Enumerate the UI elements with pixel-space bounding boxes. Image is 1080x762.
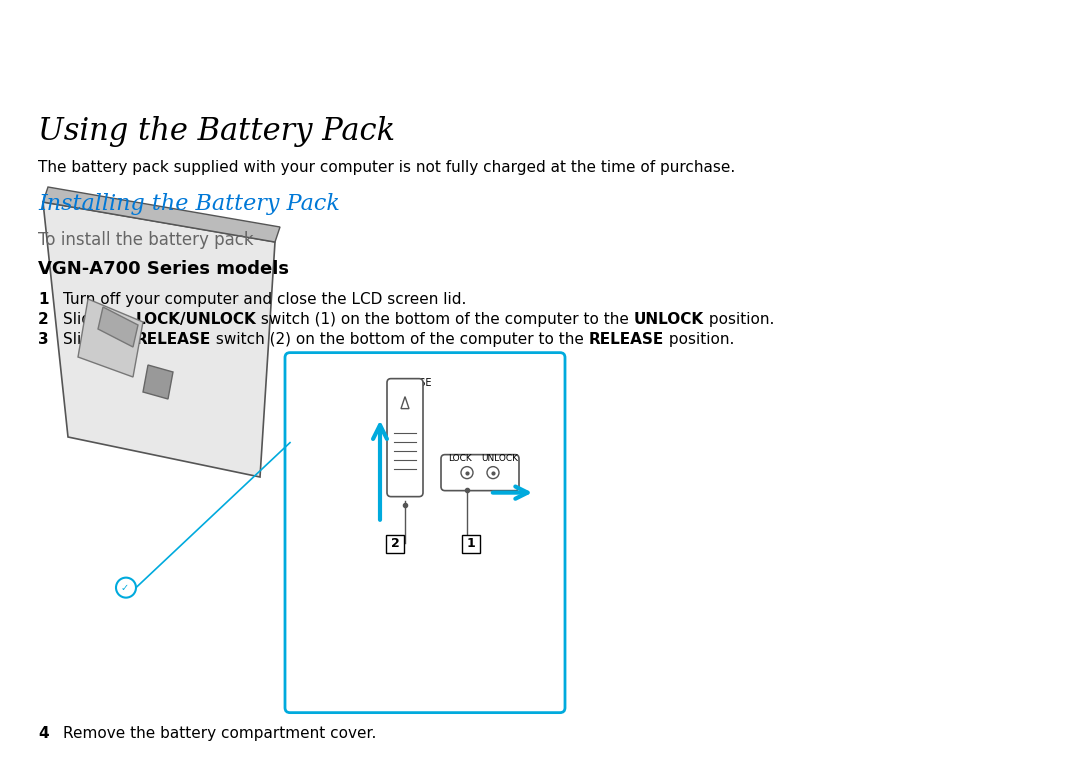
Polygon shape: [401, 397, 409, 408]
Text: switch (2) on the bottom of the computer to the: switch (2) on the bottom of the computer…: [211, 331, 589, 347]
Text: VAIO: VAIO: [43, 21, 148, 59]
Text: 4: 4: [38, 725, 49, 741]
Text: LOCK/UNLOCK: LOCK/UNLOCK: [135, 312, 256, 327]
Text: 26: 26: [1026, 38, 1048, 53]
Bar: [462, 535, 480, 552]
FancyBboxPatch shape: [441, 455, 519, 491]
Text: Using the Battery Pack: Using the Battery Pack: [38, 116, 395, 146]
Bar: [386, 535, 404, 552]
Text: RELEASE: RELEASE: [388, 378, 432, 388]
Text: RELEASE: RELEASE: [589, 331, 663, 347]
Text: LOCK: LOCK: [448, 453, 472, 463]
Text: VGN-A700 Series models: VGN-A700 Series models: [38, 260, 289, 277]
Text: 2: 2: [38, 312, 49, 327]
Text: 1: 1: [38, 292, 49, 306]
Text: 2: 2: [391, 537, 400, 550]
Polygon shape: [43, 187, 280, 242]
Polygon shape: [43, 202, 275, 477]
Text: 3: 3: [38, 331, 49, 347]
FancyBboxPatch shape: [387, 379, 423, 497]
Polygon shape: [98, 307, 138, 347]
Text: Slide the: Slide the: [63, 312, 135, 327]
Text: To install the battery pack: To install the battery pack: [38, 231, 254, 248]
Polygon shape: [78, 299, 143, 377]
Circle shape: [116, 578, 136, 597]
Text: Installing the Battery Pack: Installing the Battery Pack: [38, 193, 340, 215]
Text: ✓: ✓: [121, 583, 130, 593]
Text: 1: 1: [467, 537, 475, 550]
Text: UNLOCK: UNLOCK: [634, 312, 704, 327]
Text: Getting Started: Getting Started: [975, 65, 1080, 78]
Text: UNLOCK: UNLOCK: [482, 453, 518, 463]
Text: Slide the: Slide the: [63, 331, 135, 347]
Text: switch (1) on the bottom of the computer to the: switch (1) on the bottom of the computer…: [256, 312, 634, 327]
Text: ◄►: ◄►: [1023, 10, 1051, 28]
Text: The battery pack supplied with your computer is not fully charged at the time of: The battery pack supplied with your comp…: [38, 159, 735, 174]
Text: position.: position.: [704, 312, 774, 327]
Polygon shape: [143, 365, 173, 399]
Circle shape: [461, 466, 473, 479]
Text: Remove the battery compartment cover.: Remove the battery compartment cover.: [63, 725, 376, 741]
FancyBboxPatch shape: [285, 353, 565, 712]
Text: Turn off your computer and close the LCD screen lid.: Turn off your computer and close the LCD…: [63, 292, 467, 306]
Circle shape: [487, 466, 499, 479]
Text: position.: position.: [663, 331, 734, 347]
Text: RELEASE: RELEASE: [135, 331, 211, 347]
